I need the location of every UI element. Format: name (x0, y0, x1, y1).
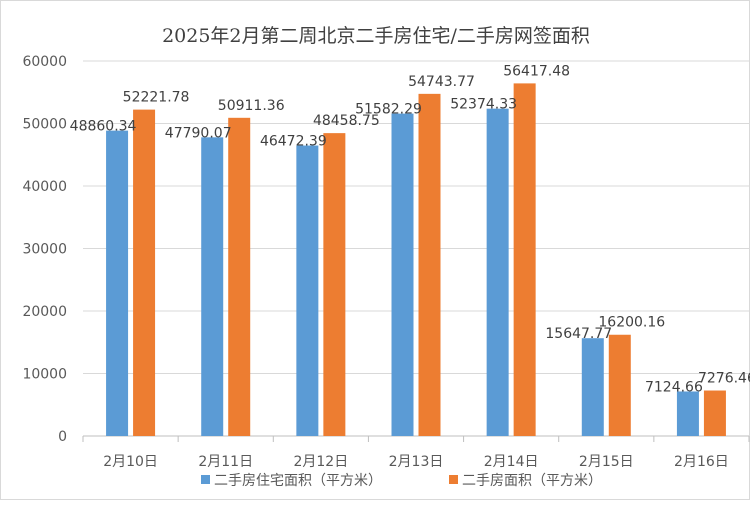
data-label: 16200.16 (598, 315, 665, 331)
chart-title: 2025年2月第二周北京二手房住宅/二手房网签面积 (162, 25, 590, 47)
y-tick-label: 20000 (22, 304, 67, 320)
data-label: 50911.36 (218, 98, 285, 114)
bar-residential (201, 137, 224, 436)
data-label: 7276.46 (698, 371, 750, 387)
bar-residential (676, 391, 699, 436)
legend-label: 二手房面积（平方米） (462, 473, 602, 489)
data-label: 46472.39 (260, 134, 327, 150)
x-tick-label: 2月10日 (103, 454, 158, 470)
data-label: 7124.66 (645, 379, 703, 395)
y-tick-label: 50000 (22, 117, 67, 133)
y-tick-label: 40000 (22, 179, 67, 195)
x-tick-label: 2月14日 (484, 454, 539, 470)
x-tick-label: 2月12日 (293, 454, 348, 470)
bar-total (703, 390, 726, 436)
bar-total (323, 133, 346, 436)
data-label: 56417.48 (503, 63, 570, 79)
x-tick-label: 2月15日 (579, 454, 634, 470)
legend-swatch (201, 475, 210, 484)
x-tick-label: 2月11日 (198, 454, 253, 470)
bar-residential (296, 145, 319, 437)
y-tick-label: 30000 (22, 242, 67, 258)
data-label: 47790.07 (165, 125, 232, 141)
data-label: 51582.29 (355, 102, 422, 118)
y-tick-label: 0 (58, 429, 67, 445)
bar-total (418, 93, 441, 436)
bar-residential (106, 130, 129, 437)
y-tick-label: 10000 (22, 367, 67, 383)
bar-total (513, 83, 536, 436)
data-label: 52221.78 (123, 90, 190, 106)
bar-residential (581, 338, 604, 436)
data-label: 48458.75 (313, 113, 380, 129)
bar-residential (486, 108, 509, 437)
x-tick-label: 2月16日 (674, 454, 729, 470)
legend-label: 二手房住宅面积（平方米） (214, 473, 382, 489)
data-label: 54743.77 (408, 74, 475, 90)
legend-swatch (449, 475, 458, 484)
bar-residential (391, 113, 414, 436)
data-label: 52374.33 (450, 97, 517, 113)
bar-total (608, 334, 631, 436)
x-tick-label: 2月13日 (389, 454, 444, 470)
bar-total (228, 117, 251, 436)
y-tick-label: 60000 (22, 54, 67, 70)
bar-total (133, 109, 156, 436)
data-label: 48860.34 (70, 119, 137, 135)
data-label: 15647.77 (545, 326, 612, 342)
